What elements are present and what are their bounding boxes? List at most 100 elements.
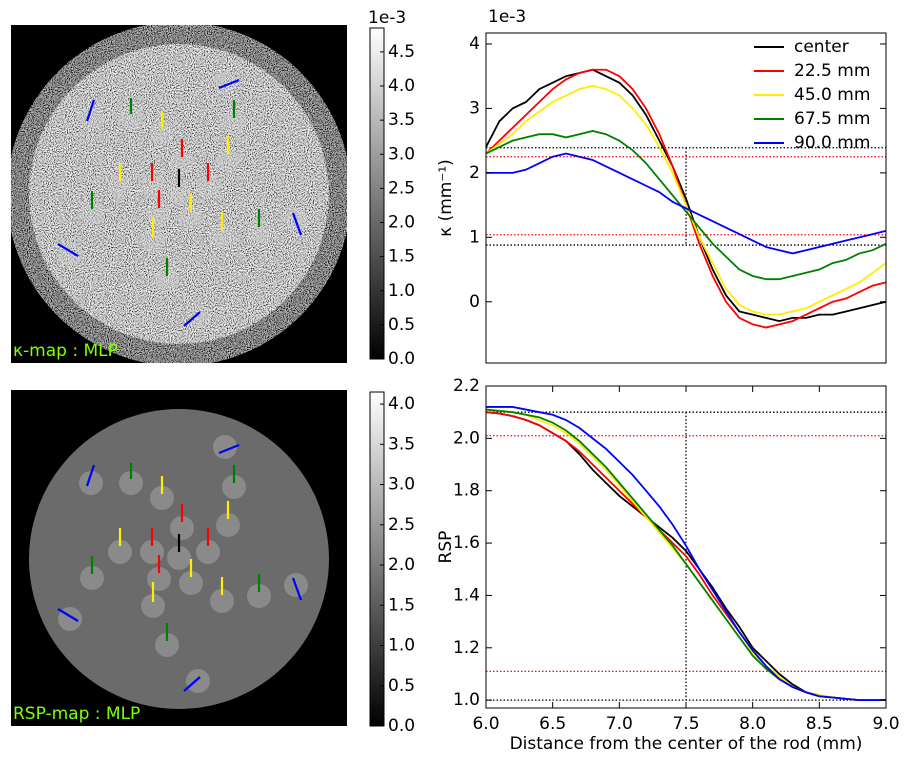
rod bbox=[247, 219, 271, 243]
rod bbox=[167, 181, 191, 205]
rod bbox=[210, 224, 234, 248]
legend-label: 22.5 mm bbox=[794, 61, 870, 81]
y-tick-label: 1.2 bbox=[453, 638, 480, 658]
y-tick-label: 3 bbox=[469, 98, 480, 118]
x-tick-label: 9.0 bbox=[872, 714, 899, 734]
colorbar-tick-label: 1.5 bbox=[388, 247, 415, 267]
legend-label: 67.5 mm bbox=[794, 109, 870, 129]
rod bbox=[141, 594, 165, 618]
rod bbox=[196, 540, 220, 564]
colorbar-tick-label: 2.5 bbox=[388, 178, 415, 198]
rod bbox=[186, 304, 210, 328]
colorbar-tick-label: 3.5 bbox=[388, 434, 415, 454]
rod bbox=[196, 175, 220, 199]
y-axis-label: κ (mm⁻¹) bbox=[436, 159, 456, 237]
image-label: RSP-map : MLP bbox=[13, 704, 140, 724]
plot bbox=[485, 33, 887, 363]
y-tick-label: 1.8 bbox=[453, 481, 480, 501]
rod bbox=[170, 151, 194, 175]
series-line bbox=[485, 130, 887, 281]
series-line bbox=[486, 406, 886, 702]
series-line bbox=[485, 68, 887, 323]
colorbar-tick-label: 2.5 bbox=[388, 515, 415, 535]
colorbar-tick-label: 4.0 bbox=[388, 76, 415, 96]
rod bbox=[150, 121, 174, 145]
rod-marker bbox=[291, 212, 303, 236]
rod bbox=[79, 106, 103, 130]
y-tick-label: 1.6 bbox=[453, 533, 480, 553]
rod bbox=[108, 540, 132, 564]
plot-frame bbox=[485, 32, 887, 364]
colorbar-tick-label: 0.5 bbox=[388, 315, 415, 335]
image-panel: RSP-map : MLP bbox=[11, 390, 347, 726]
colorbar-offset: 1e-3 bbox=[368, 8, 406, 28]
rod-marker bbox=[57, 608, 79, 622]
rod bbox=[167, 546, 191, 570]
noise bbox=[29, 44, 329, 344]
y-tick-label: 0 bbox=[469, 292, 480, 312]
rod bbox=[80, 566, 104, 590]
colorbar-tick-label: 2.0 bbox=[388, 213, 415, 233]
rod bbox=[170, 516, 194, 540]
colorbar-tick-label: 1.0 bbox=[388, 281, 415, 301]
rod bbox=[141, 229, 165, 253]
rod bbox=[155, 633, 179, 657]
legend-label: center bbox=[794, 37, 849, 57]
rod bbox=[119, 471, 143, 495]
colorbar-tick-label: 3.5 bbox=[388, 110, 415, 130]
y-tick-label: 2 bbox=[469, 163, 480, 183]
colorbar-tick-label: 4.5 bbox=[388, 42, 415, 62]
rod bbox=[179, 206, 203, 230]
x-tick-label: 6.0 bbox=[472, 714, 499, 734]
colorbar-tick-label: 1.5 bbox=[388, 595, 415, 615]
rod-marker bbox=[57, 243, 79, 257]
rod bbox=[108, 175, 132, 199]
x-tick-label: 8.5 bbox=[806, 714, 833, 734]
image-panel: κ-map : MLP bbox=[11, 25, 347, 363]
colorbar-tick-label: 3.0 bbox=[388, 144, 415, 164]
axis-offset: 1e-3 bbox=[488, 7, 526, 27]
y-tick-label: 2.0 bbox=[453, 428, 480, 448]
rod-marker bbox=[291, 577, 303, 601]
rod-marker bbox=[218, 78, 240, 90]
plot bbox=[485, 386, 886, 708]
rod bbox=[150, 486, 174, 510]
y-tick-label: 1.0 bbox=[453, 690, 480, 710]
colorbar-tick-label: 4.0 bbox=[388, 394, 415, 414]
x-tick-label: 6.5 bbox=[539, 714, 566, 734]
y-tick-label: 4 bbox=[469, 34, 480, 54]
colorbar-tick-label: 0.0 bbox=[388, 716, 415, 736]
rod bbox=[80, 201, 104, 225]
y-axis-label: RSP bbox=[436, 531, 456, 564]
rod-marker bbox=[85, 99, 96, 122]
rod bbox=[222, 475, 246, 499]
y-tick-label: 2.2 bbox=[453, 376, 480, 396]
image-label: κ-map : MLP bbox=[13, 341, 118, 361]
series-line bbox=[485, 84, 887, 316]
legend-label: 45.0 mm bbox=[794, 85, 870, 105]
rod bbox=[216, 148, 240, 172]
x-axis-label: Distance from the center of the rod (mm) bbox=[510, 734, 863, 754]
legend-label: 90.0 mm bbox=[794, 133, 870, 153]
rod-marker bbox=[85, 464, 96, 487]
rod bbox=[155, 268, 179, 292]
colorbar bbox=[369, 27, 385, 360]
y-tick-label: 1 bbox=[469, 227, 480, 247]
rod bbox=[247, 584, 271, 608]
rod bbox=[179, 571, 203, 595]
colorbar-tick-label: 0.5 bbox=[388, 676, 415, 696]
rod bbox=[119, 106, 143, 130]
rod bbox=[79, 471, 103, 495]
rod bbox=[216, 513, 240, 537]
colorbar-tick-label: 3.0 bbox=[388, 475, 415, 495]
colorbar-tick-label: 0.0 bbox=[388, 349, 415, 369]
phantom-inner bbox=[29, 44, 329, 344]
x-tick-label: 8.0 bbox=[739, 714, 766, 734]
series-line bbox=[486, 152, 887, 255]
x-tick-label: 7.0 bbox=[606, 714, 633, 734]
rod-marker bbox=[183, 311, 201, 327]
rod bbox=[210, 589, 234, 613]
rod-marker bbox=[218, 443, 240, 455]
y-tick-label: 1.4 bbox=[453, 585, 480, 605]
